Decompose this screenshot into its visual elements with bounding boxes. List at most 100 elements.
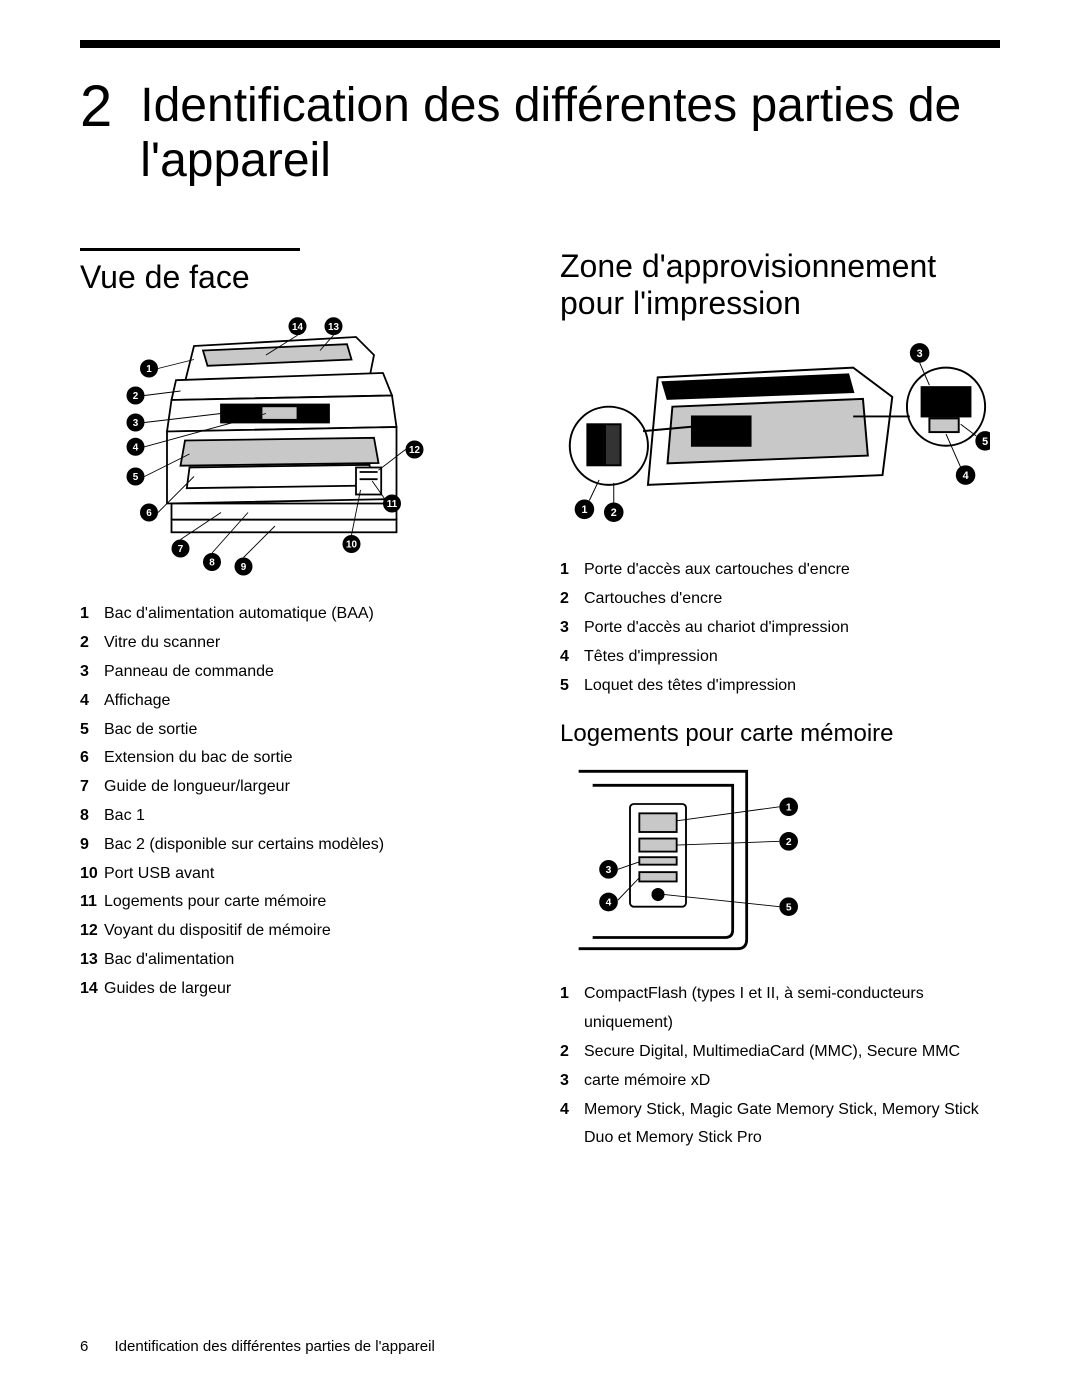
svg-text:1: 1 bbox=[786, 803, 792, 814]
legend-number: 10 bbox=[80, 860, 104, 889]
section-title-left: Vue de face bbox=[80, 259, 520, 296]
svg-text:2: 2 bbox=[786, 837, 792, 848]
top-rule bbox=[80, 40, 1000, 48]
legend-item: 2Vitre du scanner bbox=[80, 629, 520, 658]
legend-text: Vitre du scanner bbox=[104, 629, 220, 658]
legend-item: 4Têtes d'impression bbox=[560, 643, 1000, 672]
legend-number: 9 bbox=[80, 831, 104, 860]
legend-text: Panneau de commande bbox=[104, 658, 274, 687]
svg-text:4: 4 bbox=[963, 470, 969, 482]
legend-text: Porte d'accès aux cartouches d'encre bbox=[584, 556, 850, 585]
legend-text: Bac d'alimentation automatique (BAA) bbox=[104, 600, 374, 629]
chapter-number: 2 bbox=[80, 78, 112, 136]
page-number: 6 bbox=[80, 1338, 88, 1355]
legend-number: 5 bbox=[560, 672, 584, 701]
svg-text:1: 1 bbox=[581, 505, 587, 517]
legend-item: 8Bac 1 bbox=[80, 802, 520, 831]
legend-item: 4Affichage bbox=[80, 687, 520, 716]
legend-item: 3carte mémoire xD bbox=[560, 1067, 1000, 1096]
legend-text: Bac 2 (disponible sur certains modèles) bbox=[104, 831, 384, 860]
legend-item: 5Bac de sortie bbox=[80, 716, 520, 745]
legend-number: 1 bbox=[560, 980, 584, 1009]
memory-slots-legend: 1CompactFlash (types I et II, à semi-con… bbox=[560, 980, 1000, 1153]
legend-text: Guide de longueur/largeur bbox=[104, 773, 290, 802]
section-rule bbox=[80, 248, 300, 251]
svg-text:12: 12 bbox=[409, 445, 420, 456]
left-column: Vue de face bbox=[80, 248, 520, 1153]
legend-number: 8 bbox=[80, 802, 104, 831]
legend-item: 14Guides de largeur bbox=[80, 975, 520, 1004]
svg-text:8: 8 bbox=[209, 558, 215, 569]
memory-slots-diagram: 1 2 3 4 5 bbox=[560, 760, 1000, 960]
svg-text:5: 5 bbox=[982, 436, 988, 448]
legend-number: 1 bbox=[560, 556, 584, 585]
legend-text: Port USB avant bbox=[104, 860, 214, 889]
legend-text: Têtes d'impression bbox=[584, 643, 718, 672]
svg-text:4: 4 bbox=[606, 898, 612, 909]
svg-text:5: 5 bbox=[133, 472, 139, 483]
legend-number: 2 bbox=[560, 1038, 584, 1067]
legend-item: 1Porte d'accès aux cartouches d'encre bbox=[560, 556, 1000, 585]
svg-text:13: 13 bbox=[328, 322, 339, 333]
legend-number: 4 bbox=[80, 687, 104, 716]
legend-text: Extension du bac de sortie bbox=[104, 744, 293, 773]
right-column: Zone d'approvisionnement pour l'impressi… bbox=[560, 248, 1000, 1153]
legend-text: Loquet des têtes d'impression bbox=[584, 672, 796, 701]
legend-number: 1 bbox=[80, 600, 104, 629]
legend-item: 2Secure Digital, MultimediaCard (MMC), S… bbox=[560, 1038, 1000, 1067]
legend-number: 12 bbox=[80, 917, 104, 946]
legend-item: 12Voyant du dispositif de mémoire bbox=[80, 917, 520, 946]
legend-text: carte mémoire xD bbox=[584, 1067, 710, 1096]
legend-text: CompactFlash (types I et II, à semi-cond… bbox=[584, 980, 1000, 1038]
svg-text:3: 3 bbox=[917, 348, 923, 360]
legend-number: 5 bbox=[80, 716, 104, 745]
page-footer: 6 Identification des différentes parties… bbox=[80, 1338, 435, 1355]
svg-text:1: 1 bbox=[146, 364, 152, 375]
legend-text: Porte d'accès au chariot d'impression bbox=[584, 614, 849, 643]
section-title-right-top: Zone d'approvisionnement pour l'impressi… bbox=[560, 248, 1000, 322]
legend-number: 3 bbox=[80, 658, 104, 687]
legend-text: Guides de largeur bbox=[104, 975, 231, 1004]
legend-text: Bac 1 bbox=[104, 802, 145, 831]
legend-text: Cartouches d'encre bbox=[584, 585, 722, 614]
svg-text:4: 4 bbox=[133, 443, 139, 454]
svg-text:5: 5 bbox=[786, 903, 792, 914]
legend-number: 6 bbox=[80, 744, 104, 773]
legend-text: Voyant du dispositif de mémoire bbox=[104, 917, 331, 946]
legend-item: 1CompactFlash (types I et II, à semi-con… bbox=[560, 980, 1000, 1038]
front-view-legend: 1Bac d'alimentation automatique (BAA)2Vi… bbox=[80, 600, 520, 1003]
svg-text:7: 7 bbox=[178, 544, 184, 555]
legend-number: 4 bbox=[560, 1096, 584, 1125]
chapter-header: 2 Identification des différentes parties… bbox=[80, 78, 1000, 188]
section-title-right-bottom: Logements pour carte mémoire bbox=[560, 720, 1000, 748]
supply-area-diagram: 1 2 3 4 5 bbox=[560, 336, 1000, 536]
supply-area-legend: 1Porte d'accès aux cartouches d'encre2Ca… bbox=[560, 556, 1000, 700]
chapter-title: Identification des différentes parties d… bbox=[140, 78, 1000, 188]
legend-number: 2 bbox=[80, 629, 104, 658]
legend-item: 13Bac d'alimentation bbox=[80, 946, 520, 975]
legend-text: Secure Digital, MultimediaCard (MMC), Se… bbox=[584, 1038, 960, 1067]
legend-number: 3 bbox=[560, 614, 584, 643]
legend-text: Bac de sortie bbox=[104, 716, 197, 745]
legend-number: 3 bbox=[560, 1067, 584, 1096]
legend-number: 2 bbox=[560, 585, 584, 614]
legend-text: Memory Stick, Magic Gate Memory Stick, M… bbox=[584, 1096, 1000, 1154]
svg-text:2: 2 bbox=[133, 391, 139, 402]
legend-item: 4Memory Stick, Magic Gate Memory Stick, … bbox=[560, 1096, 1000, 1154]
svg-text:14: 14 bbox=[292, 322, 303, 333]
legend-number: 13 bbox=[80, 946, 104, 975]
legend-text: Affichage bbox=[104, 687, 170, 716]
legend-item: 5Loquet des têtes d'impression bbox=[560, 672, 1000, 701]
svg-text:10: 10 bbox=[346, 540, 357, 551]
legend-item: 11Logements pour carte mémoire bbox=[80, 888, 520, 917]
legend-item: 10Port USB avant bbox=[80, 860, 520, 889]
legend-item: 2Cartouches d'encre bbox=[560, 585, 1000, 614]
svg-text:6: 6 bbox=[146, 508, 152, 519]
legend-number: 7 bbox=[80, 773, 104, 802]
svg-text:9: 9 bbox=[241, 562, 247, 573]
legend-item: 3Panneau de commande bbox=[80, 658, 520, 687]
legend-item: 3Porte d'accès au chariot d'impression bbox=[560, 614, 1000, 643]
legend-number: 14 bbox=[80, 975, 104, 1004]
legend-item: 7Guide de longueur/largeur bbox=[80, 773, 520, 802]
legend-number: 4 bbox=[560, 643, 584, 672]
